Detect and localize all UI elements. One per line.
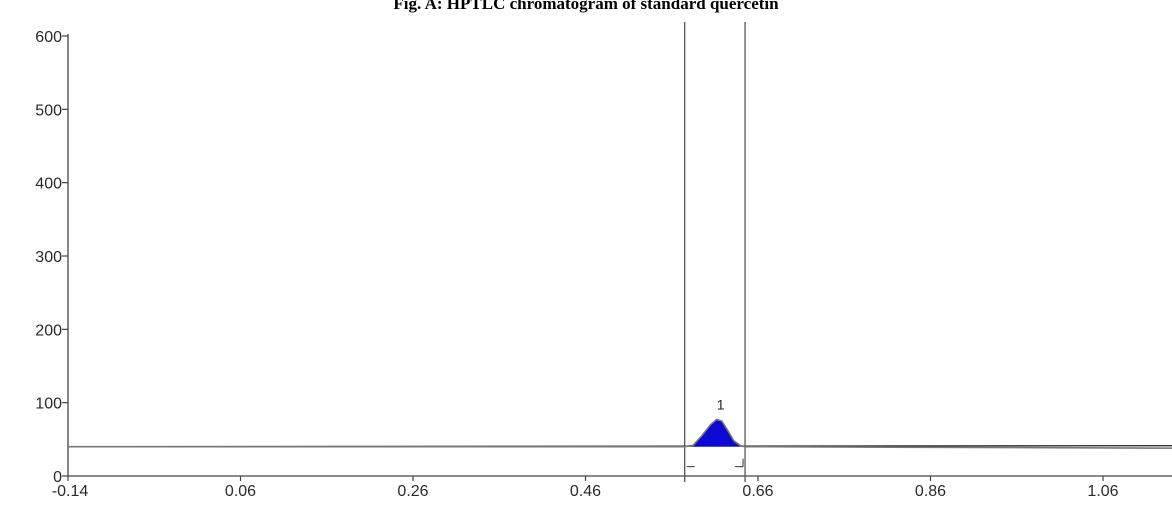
x-tick-label: 1.06 — [1087, 483, 1118, 500]
plot-area: 1 — [67, 22, 1172, 482]
x-tick-label: 0.06 — [225, 483, 256, 500]
y-tick-label: 100 — [35, 396, 62, 413]
x-axis-ticks: -0.14 0.06 0.26 0.46 0.66 0.86 1.06 — [52, 476, 1119, 500]
y-tick-label: 300 — [35, 249, 62, 266]
y-axis-ticks: 0 100 200 300 400 500 600 — [35, 29, 68, 486]
y-tick-label: 200 — [35, 322, 62, 339]
chart-title: Fig. A: HPTLC chromatogram of standard q… — [393, 0, 779, 13]
peak-1-area — [684, 419, 746, 447]
axes — [67, 34, 1172, 477]
y-tick-label: 400 — [35, 176, 62, 193]
y-tick-label: 500 — [35, 102, 62, 119]
x-tick-label: 0.86 — [915, 483, 946, 500]
series-line — [68, 418, 1172, 449]
x-tick-label: -0.14 — [52, 483, 89, 500]
x-tick-label: 0.26 — [397, 483, 428, 500]
y-tick-label: 0 — [53, 469, 62, 486]
peak-label: 1 — [717, 397, 725, 413]
x-tick-label: 0.46 — [570, 483, 601, 500]
y-tick-label: 600 — [35, 29, 62, 46]
x-tick-label: 0.66 — [742, 483, 773, 500]
